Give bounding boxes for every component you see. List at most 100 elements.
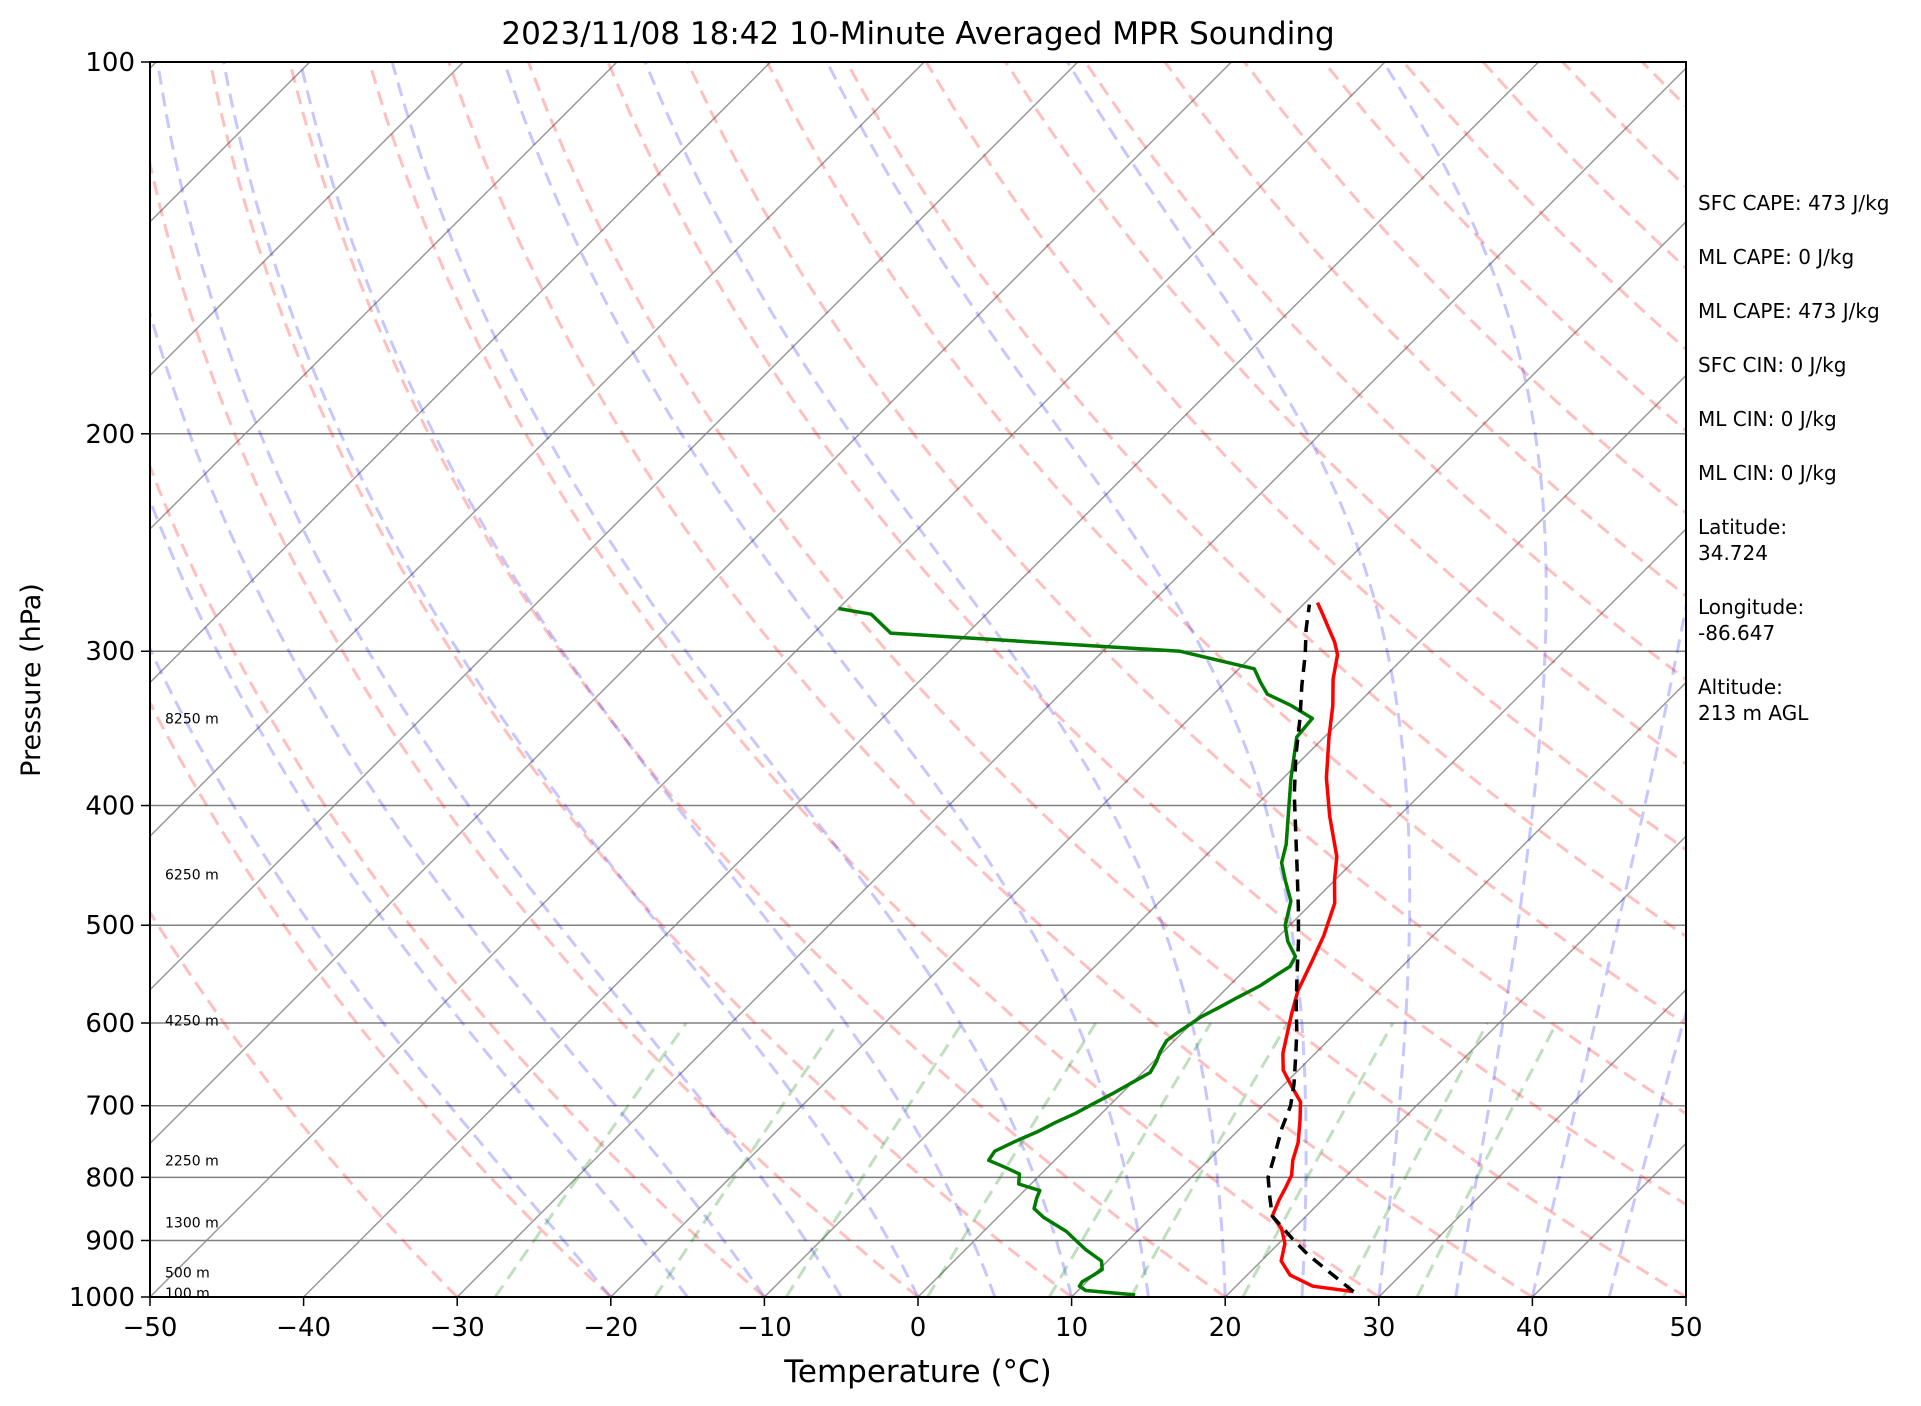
height-label: 1300 m <box>165 1215 219 1231</box>
y-axis: 100 200 300 400 500 600 700 800 900 1000 <box>69 48 150 1313</box>
dry-adiabat-line <box>1084 62 1686 682</box>
moist-adiabat-line <box>1607 1007 1686 1297</box>
info-line-value: -86.647 <box>1698 621 1775 645</box>
x-axis-title: Temperature (°C) <box>783 1354 1052 1390</box>
x-tick-label: −40 <box>276 1313 331 1343</box>
x-tick-label: 10 <box>1055 1313 1088 1343</box>
sounding-info-panel: SFC CAPE: 473 J/kg ML CAPE: 0 J/kg ML CAPE… <box>1698 191 1889 725</box>
info-line: Longitude: <box>1698 595 1804 619</box>
dry-adiabat-line <box>527 62 1686 1297</box>
isotherm-line <box>1224 835 1686 1297</box>
isotherm-line <box>150 62 1232 1145</box>
isotherm-line <box>150 62 1386 1297</box>
x-tick-label: −10 <box>737 1313 792 1343</box>
x-tick-label: 20 <box>1209 1313 1242 1343</box>
isotherm-line <box>456 67 1686 1297</box>
height-label: 4250 m <box>165 1013 219 1029</box>
moist-adiabat-line <box>1530 598 1686 1297</box>
y-tick-label: 1000 <box>69 1283 135 1313</box>
height-label: 8250 m <box>165 711 219 727</box>
moist-adiabat-line <box>150 496 689 1297</box>
moist-adiabat-line <box>643 62 1227 1297</box>
moist-adiabat-line <box>150 308 766 1297</box>
isotherm-line <box>1071 681 1686 1297</box>
y-tick-label: 700 <box>85 1092 135 1122</box>
mixing-ratio-line <box>1241 1022 1395 1297</box>
height-label: 6250 m <box>165 868 219 884</box>
isotherm-line <box>763 374 1686 1297</box>
mixing-ratio-line <box>1342 1022 1489 1297</box>
isotherm-line <box>303 62 1540 1297</box>
mixing-ratio-line <box>1415 1022 1558 1297</box>
isotherm-line <box>150 62 772 684</box>
isotherm-line <box>610 220 1686 1297</box>
mixing-ratio-line <box>1048 1022 1213 1297</box>
isotherm-line <box>150 62 925 838</box>
y-tick-label: 500 <box>85 911 135 941</box>
dry-adiabat-line <box>150 909 459 1297</box>
info-line: ML CAPE: 0 J/kg <box>1698 245 1854 269</box>
x-tick-label: 50 <box>1669 1313 1702 1343</box>
dry-adiabat-line <box>367 62 1380 1297</box>
isotherm-line <box>150 62 618 531</box>
y-tick-label: 100 <box>85 48 135 78</box>
x-tick-label: 40 <box>1516 1313 1549 1343</box>
height-label: 500 m <box>165 1265 210 1281</box>
x-tick-label: −20 <box>583 1313 638 1343</box>
isotherm-line <box>1378 988 1686 1297</box>
y-tick-label: 900 <box>85 1226 135 1256</box>
dry-adiabat-line <box>150 157 919 1297</box>
mixing-ratio-line <box>926 1022 1098 1297</box>
height-labels: 8250 m 6250 m 4250 m 2250 m 1300 m 500 m 100 m <box>165 711 219 1302</box>
mixing-ratio-line <box>493 1022 688 1297</box>
parcel-path-trace <box>1266 604 1355 1293</box>
height-label: 100 m <box>165 1286 210 1302</box>
isotherm-line <box>150 62 464 377</box>
chart-title: 2023/11/08 18:42 10-Minute Averaged MPR … <box>501 16 1334 52</box>
dry-adiabat-line <box>447 62 1534 1297</box>
y-tick-label: 400 <box>85 792 135 822</box>
info-line-value: 34.724 <box>1698 541 1768 565</box>
info-line-value: 213 m AGL <box>1698 701 1809 725</box>
sounding-traces <box>838 601 1355 1297</box>
height-label: 2250 m <box>165 1153 219 1169</box>
moist-adiabat-line <box>150 645 612 1297</box>
moist-adiabat-line <box>502 62 1150 1297</box>
dry-adiabat-line <box>208 62 1073 1297</box>
x-axis: −50 −40 −30 −20 −10 0 10 20 30 40 50 <box>123 1297 1703 1343</box>
x-tick-label: −30 <box>430 1313 485 1343</box>
info-line: Altitude: <box>1698 675 1783 699</box>
moist-adiabat-line <box>222 62 920 1297</box>
moist-adiabat-line <box>156 62 843 1297</box>
mixing-ratio-line <box>784 1022 964 1297</box>
background-lines <box>150 62 1686 1297</box>
isotherm-line <box>150 62 1079 991</box>
dry-adiabat-line <box>606 62 1686 1207</box>
isotherm-line <box>917 527 1686 1297</box>
info-line: ML CIN: 0 J/kg <box>1698 407 1837 431</box>
mixing-ratio-line <box>653 1022 840 1297</box>
info-line: ML CIN: 0 J/kg <box>1698 461 1837 485</box>
moist-adiabat-line <box>390 62 1074 1297</box>
mixing-ratio-line <box>1129 1022 1289 1297</box>
moist-adiabat-line <box>1066 62 1412 1297</box>
y-tick-label: 200 <box>85 420 135 450</box>
x-tick-label: 0 <box>910 1313 927 1343</box>
dry-adiabat-line <box>765 62 1686 1027</box>
dry-adiabat-line <box>150 462 766 1297</box>
y-tick-label: 600 <box>85 1009 135 1039</box>
info-line: SFC CIN: 0 J/kg <box>1698 353 1846 377</box>
y-axis-title: Pressure (hPa) <box>16 583 47 777</box>
x-tick-label: −50 <box>123 1313 178 1343</box>
info-line: Latitude: <box>1698 515 1787 539</box>
x-tick-label: 30 <box>1362 1313 1395 1343</box>
info-line: ML CAPE: 473 J/kg <box>1698 299 1880 323</box>
y-tick-label: 800 <box>85 1163 135 1193</box>
moist-adiabat-line <box>825 62 1308 1297</box>
moist-adiabat-line <box>298 62 997 1297</box>
info-line: SFC CAPE: 473 J/kg <box>1698 191 1889 215</box>
moist-adiabat-line <box>1382 62 1548 1297</box>
y-tick-label: 300 <box>85 637 135 667</box>
